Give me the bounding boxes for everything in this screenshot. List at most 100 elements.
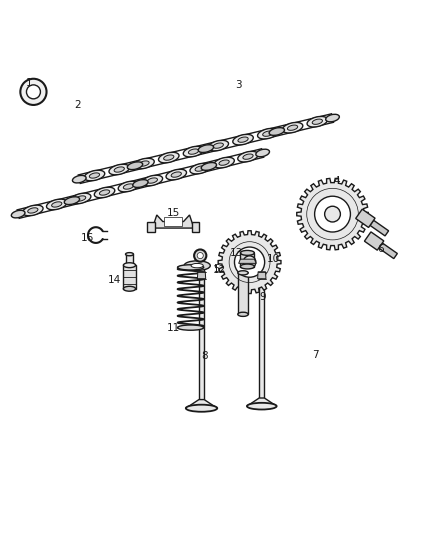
Ellipse shape (99, 190, 110, 195)
Text: 10: 10 (267, 254, 280, 264)
Ellipse shape (238, 151, 258, 162)
Ellipse shape (147, 178, 158, 183)
Ellipse shape (198, 145, 214, 152)
Ellipse shape (256, 149, 269, 157)
Ellipse shape (11, 211, 25, 218)
Ellipse shape (126, 253, 134, 256)
Polygon shape (379, 243, 397, 259)
Ellipse shape (142, 175, 162, 186)
Ellipse shape (191, 263, 203, 268)
Ellipse shape (238, 312, 248, 317)
Circle shape (243, 256, 256, 269)
Ellipse shape (307, 116, 328, 127)
Polygon shape (364, 232, 384, 250)
Ellipse shape (190, 163, 210, 174)
Ellipse shape (177, 265, 204, 270)
Ellipse shape (243, 154, 253, 159)
Ellipse shape (166, 169, 187, 180)
Text: 11: 11 (166, 322, 180, 333)
Text: 7: 7 (312, 350, 318, 360)
Text: 13: 13 (230, 247, 243, 257)
Ellipse shape (139, 161, 149, 166)
Polygon shape (218, 231, 281, 294)
Text: 14: 14 (108, 276, 121, 286)
Text: 1: 1 (26, 78, 32, 88)
Ellipse shape (84, 170, 105, 181)
Ellipse shape (287, 125, 298, 131)
Ellipse shape (114, 167, 124, 172)
Polygon shape (247, 398, 277, 406)
Circle shape (314, 196, 350, 232)
Ellipse shape (195, 166, 205, 171)
Ellipse shape (186, 405, 217, 412)
Ellipse shape (326, 114, 339, 122)
Text: 15: 15 (166, 208, 180, 218)
Ellipse shape (124, 263, 136, 268)
Polygon shape (199, 268, 204, 406)
Ellipse shape (72, 175, 86, 183)
Ellipse shape (71, 193, 91, 204)
Text: 12: 12 (212, 265, 226, 275)
Ellipse shape (124, 184, 134, 189)
Polygon shape (240, 253, 254, 266)
Ellipse shape (269, 127, 285, 135)
Ellipse shape (133, 180, 148, 188)
Ellipse shape (201, 163, 216, 171)
Ellipse shape (28, 208, 38, 213)
Ellipse shape (208, 140, 229, 151)
Ellipse shape (94, 187, 115, 198)
Ellipse shape (134, 158, 154, 169)
Polygon shape (198, 272, 206, 279)
Text: 16: 16 (81, 233, 94, 243)
Text: 3: 3 (235, 80, 242, 90)
Ellipse shape (238, 137, 248, 142)
Polygon shape (370, 220, 389, 236)
Polygon shape (126, 254, 134, 265)
Ellipse shape (188, 149, 199, 154)
Circle shape (325, 206, 340, 222)
Ellipse shape (164, 155, 174, 160)
Circle shape (26, 85, 40, 99)
Ellipse shape (214, 157, 234, 168)
Circle shape (20, 79, 46, 105)
Polygon shape (164, 217, 182, 226)
Ellipse shape (46, 199, 67, 210)
Polygon shape (356, 209, 375, 228)
Polygon shape (258, 272, 266, 279)
Ellipse shape (238, 271, 248, 275)
Ellipse shape (177, 325, 204, 330)
Ellipse shape (127, 162, 143, 169)
Text: 4: 4 (334, 176, 340, 187)
Ellipse shape (64, 197, 80, 205)
Ellipse shape (89, 173, 99, 178)
Ellipse shape (124, 286, 136, 291)
Ellipse shape (183, 147, 204, 157)
Polygon shape (238, 273, 248, 314)
Polygon shape (186, 400, 217, 408)
Text: 5: 5 (213, 264, 220, 273)
Polygon shape (239, 259, 256, 263)
Polygon shape (297, 179, 368, 250)
Text: 6: 6 (377, 244, 384, 254)
Ellipse shape (75, 196, 86, 201)
Ellipse shape (109, 164, 130, 175)
Circle shape (234, 247, 265, 277)
Ellipse shape (52, 202, 62, 207)
Circle shape (197, 253, 203, 259)
Polygon shape (192, 222, 199, 231)
Ellipse shape (233, 134, 253, 145)
Ellipse shape (283, 123, 303, 133)
Text: 9: 9 (259, 292, 266, 302)
Ellipse shape (240, 264, 254, 269)
Circle shape (194, 249, 206, 262)
Ellipse shape (213, 143, 223, 148)
Polygon shape (152, 215, 194, 228)
Ellipse shape (184, 261, 210, 270)
Ellipse shape (159, 152, 179, 163)
Text: 2: 2 (74, 100, 81, 110)
Polygon shape (259, 268, 265, 404)
Ellipse shape (247, 403, 277, 409)
Ellipse shape (263, 131, 273, 136)
Ellipse shape (240, 251, 254, 255)
Ellipse shape (23, 205, 43, 216)
